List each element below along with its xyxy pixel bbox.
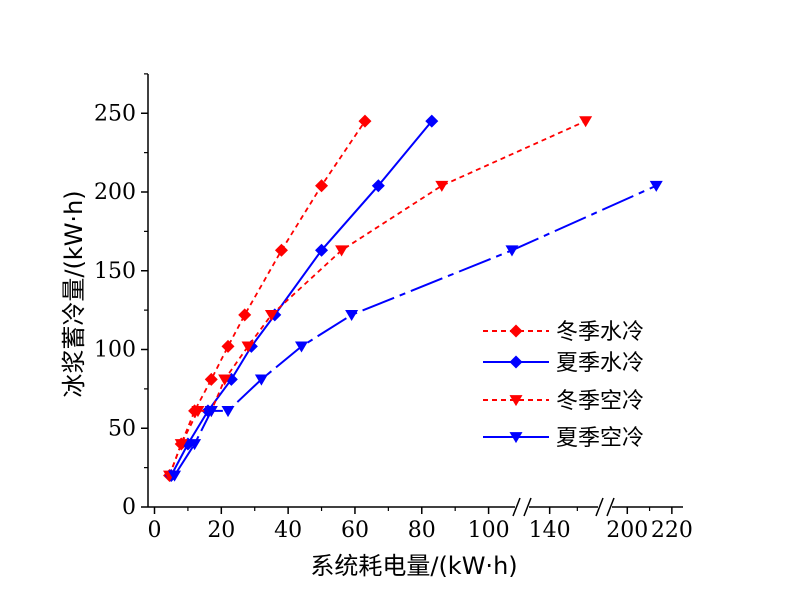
data-point xyxy=(371,179,385,193)
data-point xyxy=(579,116,593,128)
series-line xyxy=(168,120,586,476)
x-tick-label: 220 xyxy=(651,518,693,543)
x-tick-label: 20 xyxy=(207,518,235,543)
y-tick-label: 200 xyxy=(94,180,136,205)
legend-marker xyxy=(509,355,523,369)
x-tick-label: 40 xyxy=(274,518,302,543)
axis-break-mark xyxy=(512,497,521,517)
data-point xyxy=(188,439,202,451)
data-point xyxy=(335,245,349,257)
legend-item-2: 夏季水冷 xyxy=(483,351,644,376)
series-1 xyxy=(163,114,372,482)
legend-label: 夏季空冷 xyxy=(556,426,644,451)
data-point xyxy=(295,341,308,353)
data-point xyxy=(345,309,359,322)
data-point xyxy=(221,339,235,353)
x-axis-title: 系统耗电量/(kW·h) xyxy=(310,552,517,580)
axis-break-mark xyxy=(523,497,532,517)
data-point xyxy=(204,406,218,418)
data-point xyxy=(425,114,439,128)
data-point xyxy=(238,308,252,322)
x-tick-label: 80 xyxy=(408,518,436,543)
x-tick-label: 60 xyxy=(341,518,369,543)
legend-item-1: 冬季水冷 xyxy=(483,320,644,345)
data-point xyxy=(649,180,663,192)
legend-item-3: 冬季空冷 xyxy=(483,389,644,414)
x-tick-label: 140 xyxy=(529,518,571,543)
data-point xyxy=(241,341,255,353)
y-tick-label: 100 xyxy=(94,338,136,363)
data-point xyxy=(315,179,329,193)
series-2 xyxy=(164,114,439,482)
data-point xyxy=(505,245,519,257)
legend-marker xyxy=(509,395,523,407)
data-point xyxy=(264,309,278,322)
data-point xyxy=(218,374,232,386)
series-4 xyxy=(168,180,663,482)
series-3 xyxy=(163,116,593,482)
series-layer xyxy=(163,114,663,482)
data-point xyxy=(204,372,218,386)
legend-label: 冬季水冷 xyxy=(556,320,644,345)
x-tick-label: 100 xyxy=(468,518,510,543)
data-point xyxy=(435,180,449,192)
data-point xyxy=(254,374,268,386)
y-axis-title: 冰浆蓄冷量/(kW·h) xyxy=(60,190,88,397)
x-tick-label: 200 xyxy=(606,518,648,543)
legend-item-4: 夏季空冷 xyxy=(483,426,644,451)
data-point xyxy=(168,470,182,482)
data-point xyxy=(191,406,205,418)
axis-break-mark xyxy=(606,497,615,517)
legend-marker xyxy=(509,324,523,338)
data-point xyxy=(315,243,329,257)
data-point xyxy=(174,439,188,451)
data-point xyxy=(221,406,235,418)
data-point xyxy=(358,114,372,128)
y-tick-label: 50 xyxy=(108,416,136,441)
axis-break-mark xyxy=(595,497,604,517)
x-tick-label: 0 xyxy=(148,518,162,543)
y-tick-label: 150 xyxy=(94,259,136,284)
legend-label: 夏季水冷 xyxy=(556,351,644,376)
legend-marker xyxy=(509,432,523,444)
data-point xyxy=(274,243,288,257)
y-tick-label: 0 xyxy=(122,495,136,520)
series-line xyxy=(168,120,366,476)
legend-label: 冬季空冷 xyxy=(556,389,644,414)
y-tick-label: 250 xyxy=(94,101,136,126)
